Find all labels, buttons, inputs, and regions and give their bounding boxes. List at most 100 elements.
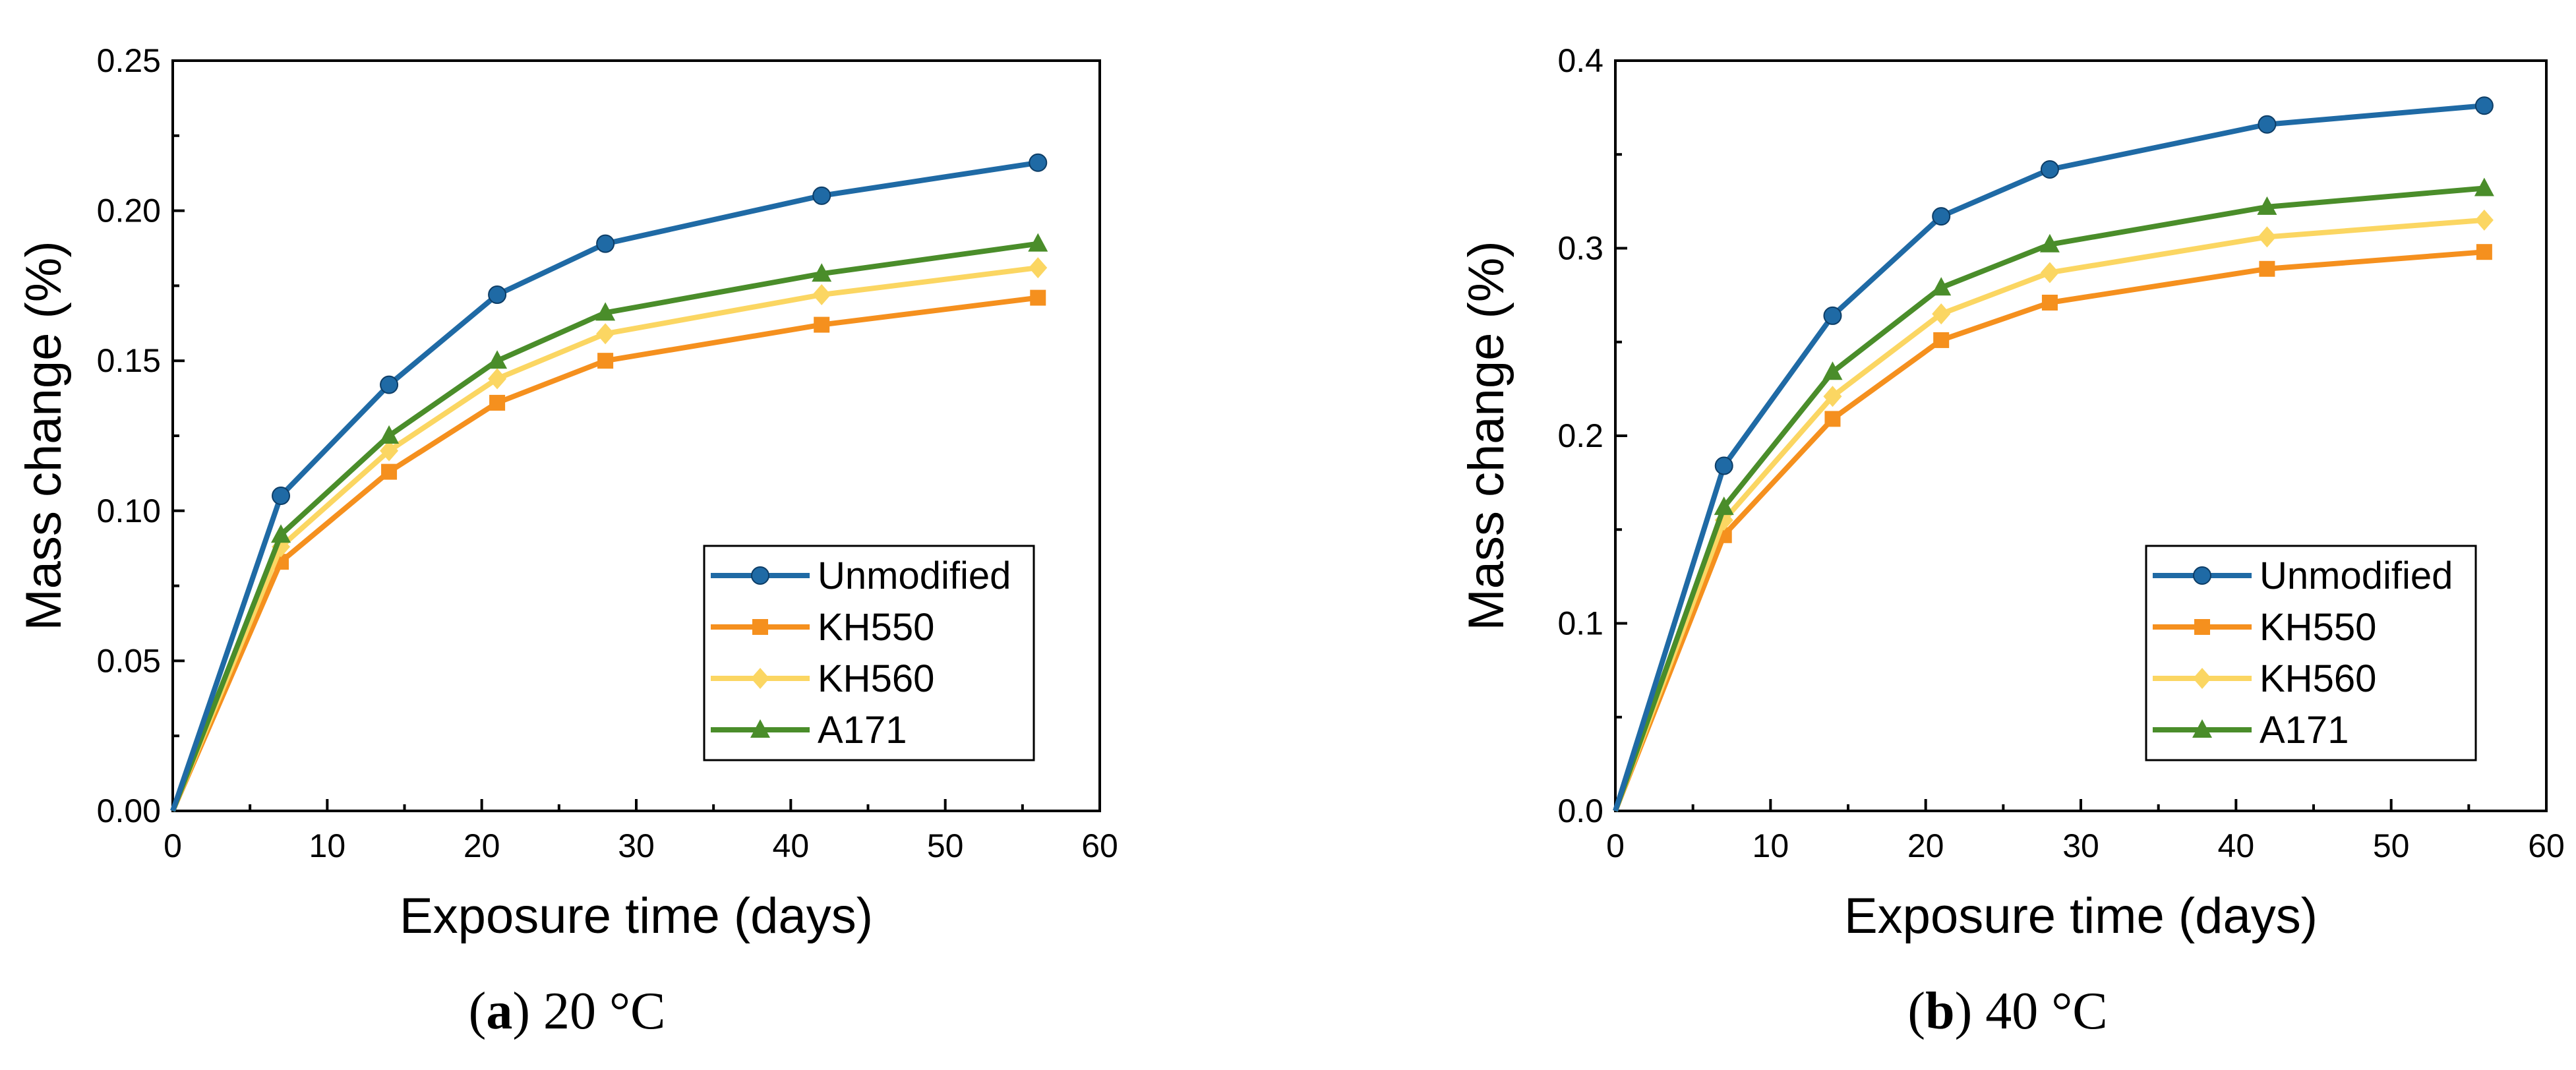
data-point bbox=[596, 323, 615, 345]
data-point bbox=[1029, 257, 1048, 279]
data-point bbox=[2257, 196, 2277, 215]
data-point bbox=[2259, 260, 2275, 277]
panel-caption: (b) 40 °C bbox=[1907, 982, 2107, 1040]
x-tick-label: 50 bbox=[927, 827, 964, 864]
series-unmodified bbox=[1613, 96, 2494, 812]
legend-marker bbox=[751, 668, 769, 689]
data-point bbox=[379, 425, 400, 444]
data-point bbox=[1823, 306, 1842, 325]
chart-panel-b: 0 10 20 30 40 50 60 0.0 0.1 0.2 0.3 0.4 Exposure tim… bbox=[1458, 42, 2565, 1040]
data-point bbox=[1933, 332, 1950, 348]
legend-marker bbox=[750, 719, 770, 738]
x-tick-label: 20 bbox=[1907, 827, 1944, 864]
y-tick-label: 0.10 bbox=[97, 492, 161, 529]
data-point bbox=[381, 463, 398, 480]
y-tick-label: 0.4 bbox=[1557, 42, 1603, 79]
legend-marker bbox=[2193, 566, 2211, 585]
x-tick-label: 50 bbox=[2373, 827, 2410, 864]
data-point bbox=[812, 186, 831, 205]
legend-label: KH550 bbox=[2260, 606, 2376, 649]
legend-marker bbox=[752, 619, 768, 635]
x-axis-title: Exposure time (days) bbox=[400, 888, 873, 944]
data-point bbox=[814, 316, 830, 333]
data-point bbox=[1029, 153, 1048, 172]
legend-label: KH560 bbox=[2260, 657, 2376, 700]
y-tick-label: 0.0 bbox=[1557, 792, 1603, 829]
x-tick-label: 30 bbox=[2062, 827, 2099, 864]
data-point bbox=[488, 368, 507, 390]
data-point bbox=[812, 263, 832, 282]
x-tick-label: 20 bbox=[464, 827, 500, 864]
series-a171 bbox=[170, 233, 1048, 812]
legend-item-kh550: KH550 bbox=[2153, 606, 2376, 649]
data-point bbox=[2258, 115, 2277, 134]
data-point bbox=[380, 440, 399, 461]
data-point bbox=[2474, 177, 2494, 196]
legend-item-unmodified: Unmodified bbox=[2153, 554, 2453, 597]
data-point bbox=[1030, 289, 1046, 306]
data-point bbox=[271, 524, 291, 543]
data-point bbox=[1714, 456, 1733, 475]
legend-marker bbox=[2192, 719, 2212, 738]
data-point bbox=[2040, 262, 2059, 283]
caption-text: 40 °C bbox=[1985, 982, 2107, 1040]
legend-marker bbox=[751, 566, 769, 585]
data-point bbox=[1823, 386, 1842, 407]
data-point bbox=[595, 302, 616, 321]
x-tick-label: 40 bbox=[773, 827, 810, 864]
legend-label: KH550 bbox=[818, 606, 934, 649]
y-tick-label: 0.15 bbox=[97, 342, 161, 379]
legend-item-kh560: KH560 bbox=[2153, 657, 2376, 700]
series-kh550 bbox=[1613, 244, 2492, 812]
data-point bbox=[488, 285, 507, 305]
data-point bbox=[2258, 226, 2277, 248]
data-point bbox=[596, 234, 615, 253]
data-point bbox=[380, 375, 399, 394]
data-point bbox=[2474, 209, 2494, 231]
legend-label: KH560 bbox=[818, 657, 934, 700]
legend-label: A171 bbox=[2260, 709, 2349, 752]
legend: Unmodified KH550 KH560 A171 bbox=[703, 545, 1035, 761]
x-tick-label: 0 bbox=[164, 827, 182, 864]
caption-text: 20 °C bbox=[543, 982, 665, 1040]
legend-item-a171: A171 bbox=[711, 709, 907, 752]
data-point bbox=[597, 353, 614, 369]
data-point bbox=[2041, 295, 2058, 311]
x-axis-title: Exposure time (days) bbox=[1844, 888, 2318, 944]
data-point bbox=[1932, 207, 1951, 226]
chart-panel-a: 0 10 20 30 40 50 60 0.00 0.05 0.10 0.15 0.20 0.25 Exp… bbox=[16, 42, 1118, 1040]
y-tick-label: 0.05 bbox=[97, 642, 161, 679]
y-tick-label: 0.2 bbox=[1557, 417, 1603, 454]
data-point bbox=[812, 284, 831, 306]
x-tick-label: 40 bbox=[2218, 827, 2255, 864]
series-kh550 bbox=[170, 289, 1046, 812]
y-tick-label: 0.20 bbox=[97, 193, 161, 229]
legend-label: Unmodified bbox=[818, 554, 1011, 597]
caption-letter: b bbox=[1925, 982, 1955, 1040]
legend-item-kh560: KH560 bbox=[711, 657, 934, 700]
data-point bbox=[1931, 277, 1952, 296]
y-axis-title: Mass change (%) bbox=[16, 241, 72, 630]
y-tick-label: 0.1 bbox=[1557, 605, 1603, 642]
x-tick-label: 10 bbox=[1752, 827, 1789, 864]
data-point bbox=[2476, 244, 2492, 260]
legend-item-unmodified: Unmodified bbox=[711, 554, 1011, 597]
legend: Unmodified KH550 KH560 A171 bbox=[2145, 545, 2477, 761]
x-tick-label: 10 bbox=[309, 827, 346, 864]
data-point bbox=[489, 394, 506, 411]
data-point bbox=[1932, 303, 1951, 325]
data-point bbox=[2040, 160, 2059, 179]
x-tick-label: 60 bbox=[2528, 827, 2565, 864]
data-point bbox=[1714, 496, 1734, 516]
legend-label: Unmodified bbox=[2260, 554, 2453, 597]
y-tick-label: 0.3 bbox=[1557, 230, 1603, 267]
data-point bbox=[272, 487, 291, 506]
legend-item-a171: A171 bbox=[2153, 709, 2349, 752]
y-tick-label: 0.25 bbox=[97, 42, 161, 79]
panel-caption: (a) 20 °C bbox=[469, 982, 666, 1040]
x-tick-label: 0 bbox=[1606, 827, 1625, 864]
y-tick-label: 0.00 bbox=[97, 792, 161, 829]
data-point bbox=[487, 350, 508, 369]
x-tick-label: 30 bbox=[618, 827, 655, 864]
